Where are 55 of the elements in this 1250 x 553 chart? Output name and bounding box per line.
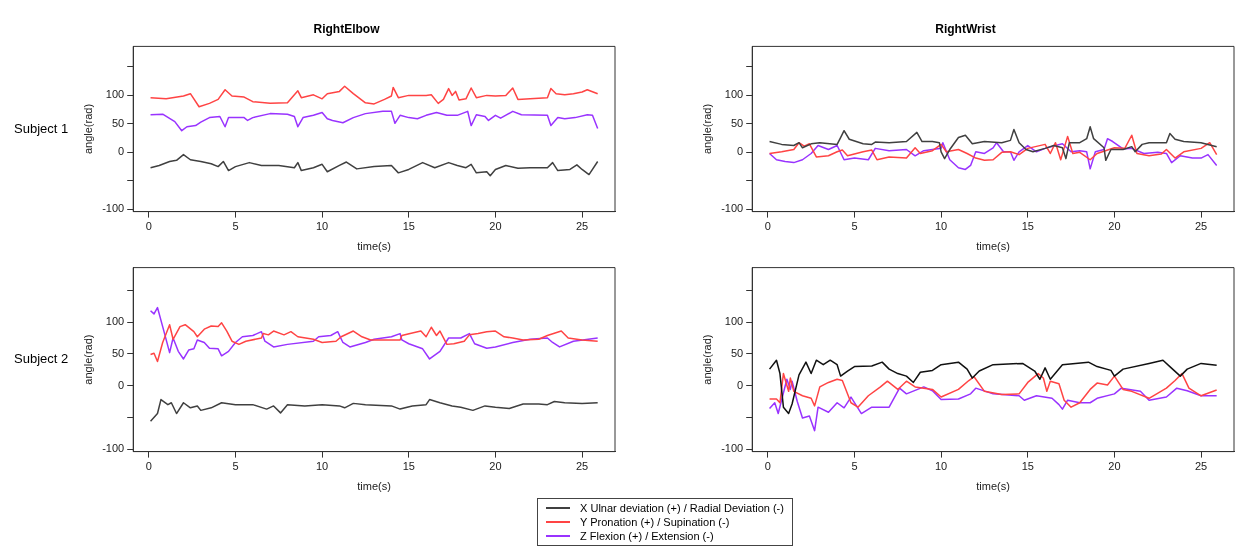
y-tick-label: 50 [730, 116, 744, 129]
x-tick-label: 0 [145, 460, 152, 473]
y-tick-label: 0 [737, 378, 744, 391]
x-tick-label: 10 [315, 460, 329, 473]
y-tick-label: 100 [724, 88, 744, 101]
y-axis-title: angle(rad) [700, 103, 713, 155]
x-tick-label: 0 [764, 460, 771, 473]
y-tick-label: 50 [111, 346, 125, 359]
y-tick-label: 100 [105, 315, 125, 328]
x-tick-label: 0 [764, 220, 771, 233]
x-axis-title: time(s) [357, 240, 391, 253]
x-tick-label: 20 [489, 220, 502, 233]
x-tick-label: 15 [1021, 460, 1034, 473]
x-tick-label: 5 [232, 460, 239, 473]
y-axis-title: angle(rad) [81, 103, 94, 155]
x-tick-label: 15 [402, 220, 415, 233]
x-tick-label: 25 [1194, 460, 1208, 473]
y-tick-label: -100 [721, 202, 744, 215]
legend-label: Z Flexion (+) / Extension (-) [580, 529, 714, 543]
x-tick-label: 15 [402, 460, 415, 473]
x-tick-label: 25 [575, 460, 589, 473]
y-tick-label: 50 [111, 116, 125, 129]
y-tick-label: 100 [724, 315, 744, 328]
y-axis-title: angle(rad) [700, 334, 713, 385]
x-tick-label: 5 [851, 220, 858, 233]
chart-title: RightElbow [313, 21, 381, 36]
x-tick-label: 0 [145, 220, 152, 233]
x-tick-label: 25 [1194, 220, 1208, 233]
text: Subject 1 [14, 120, 69, 136]
x-tick-label: 25 [575, 220, 589, 233]
x-tick-label: 10 [934, 460, 948, 473]
x-axis-title: time(s) [976, 240, 1010, 253]
y-tick-label: -100 [102, 202, 125, 215]
x-axis-title: time(s) [976, 480, 1010, 493]
legend-label: X Ulnar deviation (+) / Radial Deviation (-) [580, 501, 784, 515]
y-tick-label: -100 [721, 442, 744, 455]
x-tick-label: 15 [1021, 220, 1034, 233]
y-tick-label: 100 [105, 88, 125, 101]
x-tick-label: 20 [1108, 460, 1121, 473]
y-tick-label: -100 [102, 442, 125, 455]
y-tick-label: 0 [118, 145, 125, 158]
x-tick-label: 20 [1108, 220, 1121, 233]
x-tick-label: 20 [489, 460, 502, 473]
y-tick-label: 0 [118, 378, 125, 391]
x-tick-label: 5 [232, 220, 239, 233]
legend-label: Y Pronation (+) / Supination (-) [580, 515, 730, 529]
text: Subject 2 [14, 351, 69, 367]
y-tick-label: 0 [737, 145, 744, 158]
chart-title: RightWrist [935, 21, 996, 36]
y-axis-title: angle(rad) [81, 334, 94, 385]
x-axis-title: time(s) [357, 480, 391, 493]
y-tick-label: 50 [730, 346, 744, 359]
x-tick-label: 10 [934, 220, 948, 233]
x-tick-label: 5 [851, 460, 858, 473]
x-tick-label: 10 [315, 220, 329, 233]
